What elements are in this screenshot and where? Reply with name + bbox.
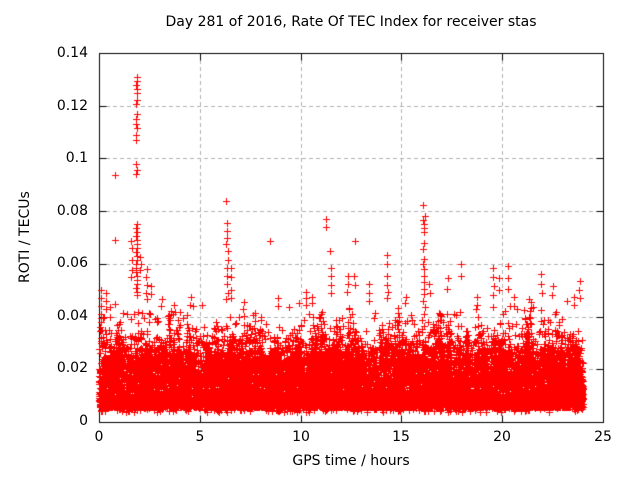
y-tick-label: 0.12 bbox=[56, 98, 88, 114]
y-tick-label: 0.08 bbox=[56, 203, 88, 219]
x-tick-label: 10 bbox=[292, 429, 310, 445]
x-tick-label: 25 bbox=[594, 429, 612, 445]
x-tick-label: 20 bbox=[493, 429, 511, 445]
chart-title: Day 281 of 2016, Rate Of TEC Index for r… bbox=[165, 14, 537, 30]
y-tick-label: 0.14 bbox=[56, 45, 88, 61]
x-tick-label: 0 bbox=[94, 429, 104, 445]
y-tick-label: 0.1 bbox=[65, 150, 88, 166]
y-tick-label: 0 bbox=[79, 413, 88, 429]
y-tick-label: 0.04 bbox=[56, 308, 88, 324]
y-tick-label: 0.02 bbox=[56, 360, 88, 376]
x-axis-label: GPS time / hours bbox=[292, 453, 410, 469]
y-tick-label: 0.06 bbox=[56, 255, 88, 271]
x-tick-label: 5 bbox=[195, 429, 205, 445]
x-tick-label: 15 bbox=[392, 429, 410, 445]
